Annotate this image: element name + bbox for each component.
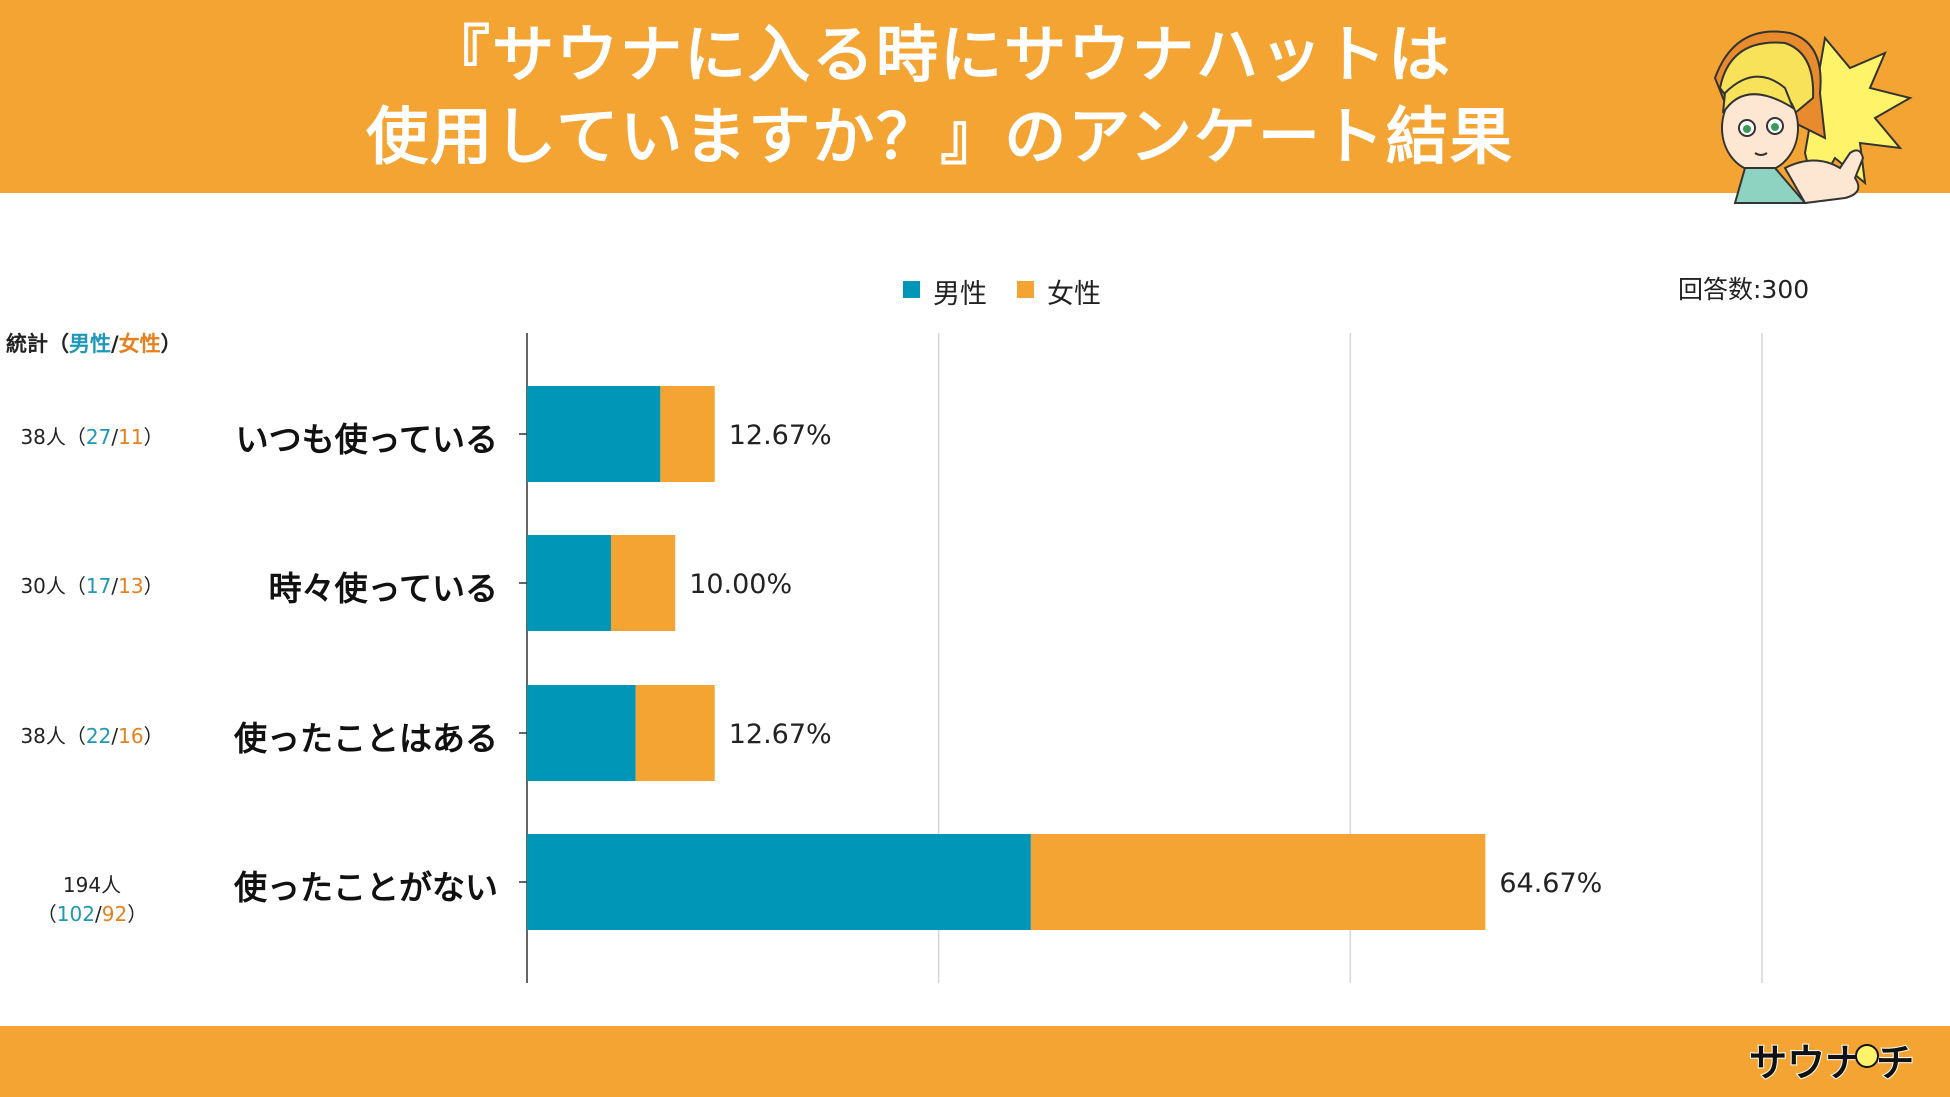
count-total: 38人 [20, 724, 66, 748]
page-title: 『サウナに入る時にサウナハットは 使用していますか？』のアンケート結果 [0, 14, 1880, 178]
count-total: 194人 [62, 873, 122, 897]
stats-header-suffix: ） [160, 332, 182, 356]
category-label-0: いつも使っている [235, 420, 498, 459]
count-female: 11 [118, 425, 144, 449]
count-male: 17 [85, 574, 112, 598]
row-count-2: 38人（22/16） [20, 724, 164, 748]
row-count-1: 30人（17/13） [20, 574, 164, 598]
bar-male-3 [527, 834, 1031, 930]
bar-female-2 [635, 685, 715, 781]
stats-header-prefix: 統計（ [6, 332, 69, 356]
bar-male-0 [527, 386, 661, 482]
data-label-0: 12.67% [729, 420, 832, 451]
stats-header-female: 女性 [118, 332, 161, 356]
data-label-2: 12.67% [729, 719, 832, 750]
stats-header: 統計（男性/女性） [6, 328, 182, 358]
chart-legend: 男性 女性 [0, 270, 1950, 310]
legend-swatch-male [903, 281, 920, 298]
legend-label-male: 男性 [933, 279, 987, 310]
count-female: 16 [118, 724, 144, 748]
mascot-illustration [1713, 30, 1913, 205]
legend-label-female: 女性 [1047, 279, 1101, 310]
count-male: 102 [56, 902, 95, 926]
count-male: 27 [85, 425, 112, 449]
count-total: 38人 [20, 425, 66, 449]
category-label-2: 使ったことはある [234, 719, 498, 758]
count-male: 22 [85, 724, 112, 748]
category-label-3: 使ったことがない [234, 868, 498, 907]
chart-bars [527, 386, 1486, 930]
data-label-3: 64.67% [1499, 868, 1602, 899]
bar-female-1 [610, 535, 676, 631]
bar-male-2 [527, 685, 636, 781]
stats-header-slash: / [111, 332, 119, 356]
bar-female-0 [660, 386, 715, 482]
count-total: 30人 [20, 574, 66, 598]
brand-logo: サウナ チ [1748, 1040, 1915, 1086]
row-count-3: 194人（102/92） [36, 873, 148, 926]
bar-male-1 [527, 535, 611, 631]
count-female: 92 [101, 902, 128, 926]
count-female: 13 [118, 574, 144, 598]
title-line-2: 使用していますか？』のアンケート結果 [366, 100, 1514, 173]
category-label-1: 時々使っている [268, 569, 498, 608]
chart-data-labels: 12.67% 10.00% 12.67% 64.67% [689, 420, 1602, 899]
data-label-1: 10.00% [689, 569, 792, 600]
header-bar [0, 0, 1950, 193]
svg-text:サウナ チ: サウナ チ [1749, 1041, 1914, 1085]
stats-header-male: 男性 [69, 332, 111, 356]
footer-bar [0, 1026, 1950, 1097]
row-count-0: 38人（27/11） [20, 425, 164, 449]
title-line-1: 『サウナに入る時にサウナハットは [427, 18, 1452, 91]
bar-female-3 [1030, 834, 1486, 930]
respondent-count: 回答数:300 [1678, 275, 1810, 304]
legend-swatch-female [1017, 281, 1034, 298]
